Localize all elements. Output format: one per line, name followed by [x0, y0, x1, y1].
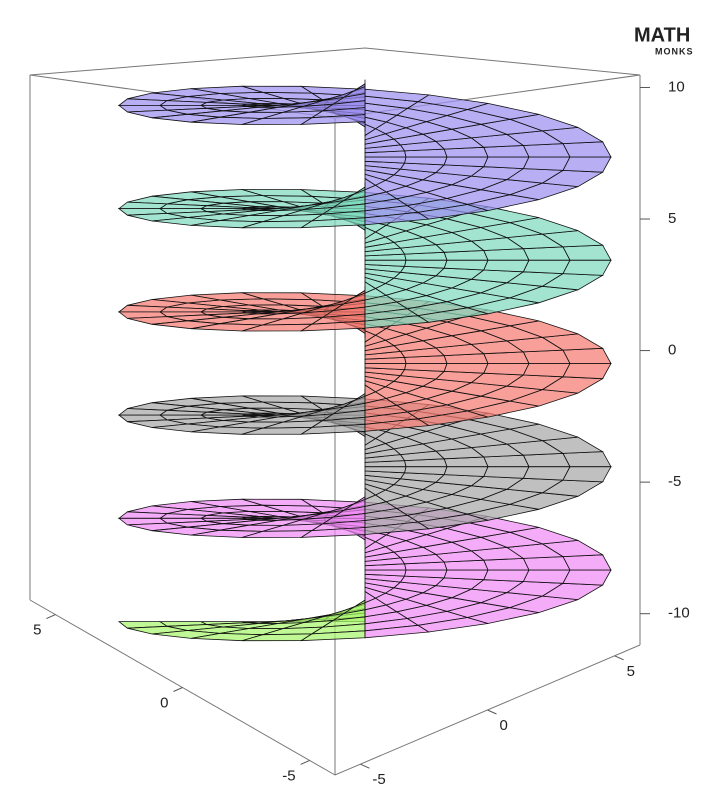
surface-patch: [483, 259, 530, 273]
x-tick-label: 5: [33, 622, 41, 639]
z-tick-label: 5: [668, 210, 676, 227]
axes: -10 -5 0 5 10 -5 0 5 -5 0 5: [33, 78, 690, 788]
y-tick: [487, 709, 497, 715]
surface-patch: [522, 363, 571, 378]
surface-patch: [404, 569, 448, 579]
surface-patch: [404, 156, 448, 166]
surface-patch: [522, 156, 571, 171]
y-tick: [614, 655, 624, 661]
surface-patch: [443, 259, 489, 271]
logo-word: MATH: [634, 24, 690, 46]
surface-patch: [404, 259, 448, 269]
x-tick: [46, 614, 56, 620]
surface-patch: [443, 569, 489, 581]
x-tick-label: -5: [282, 767, 295, 784]
surface-patch: [522, 143, 571, 158]
surface-patch: [443, 156, 489, 168]
surface-patch: [562, 347, 612, 364]
x-tick-label: 0: [160, 694, 168, 711]
surface-patch: [522, 452, 571, 468]
surface-patch: [562, 156, 612, 173]
surface-patch: [483, 466, 530, 479]
z-tick-label: 10: [668, 78, 685, 95]
y-tick-label: -5: [372, 771, 385, 788]
surface-patch: [483, 363, 530, 376]
z-tick-label: -5: [668, 473, 681, 490]
surface-patch: [562, 259, 612, 276]
surface-patch: [483, 569, 530, 582]
surface-patch: [522, 466, 571, 481]
surface-patch: [562, 569, 612, 586]
helicoid-surface: [117, 79, 612, 642]
surface-patch: [299, 114, 366, 125]
x-tick: [300, 759, 310, 765]
surface-patch: [522, 246, 571, 261]
y-tick-label: 5: [627, 663, 635, 680]
surface-patch: [522, 569, 571, 584]
x-tick: [173, 687, 183, 692]
surface-patch: [443, 466, 489, 477]
y-tick: [360, 763, 370, 769]
surface-patch: [562, 244, 612, 261]
surface-patch: [522, 349, 571, 364]
surface-patch: [562, 466, 612, 483]
surface-patch: [562, 141, 612, 158]
z-tick-label: -10: [668, 605, 690, 622]
logo-sub: MONKS: [655, 46, 694, 56]
bounding-box: [29, 47, 641, 776]
y-tick-label: 0: [500, 717, 508, 734]
surface-patch: [483, 156, 530, 170]
surface-patch: [562, 554, 612, 571]
surface-patch: [404, 363, 448, 372]
surface-patch: [562, 363, 612, 380]
z-tick-label: 0: [668, 342, 676, 359]
surface-patch: [562, 451, 612, 468]
surface-patch: [404, 466, 448, 476]
surface-patch: [443, 363, 489, 374]
surface-patch: [522, 556, 571, 571]
logo: MATH MONKS: [634, 24, 694, 56]
surface-patch: [522, 259, 571, 275]
